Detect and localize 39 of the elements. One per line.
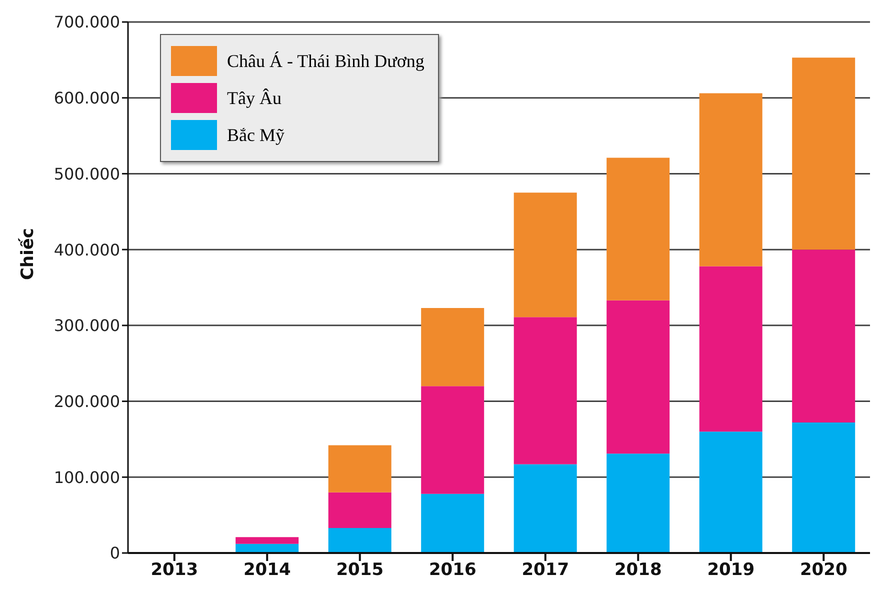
x-tick-label: 2013 [150,560,198,580]
y-tick-label: 100.000 [54,468,120,487]
bar [606,158,670,300]
bar [328,492,392,528]
bar [699,266,762,432]
y-tick-label: 600.000 [54,88,120,108]
bar [514,317,577,464]
bar [606,454,670,553]
bar [328,528,392,553]
bar [514,464,577,553]
x-tick-label: 2014 [243,560,291,580]
y-tick-label: 500.000 [54,164,120,184]
x-tick-label: 2020 [800,560,848,580]
x-tick-label: 2019 [707,560,755,580]
x-tick-label: 2017 [522,560,570,580]
bar [606,300,670,454]
bar [421,494,484,553]
bar [421,386,484,494]
legend-label: Châu Á - Thái Bình Dương [227,50,424,72]
bar [792,422,856,553]
y-tick-label: 0 [110,544,120,563]
bar [792,58,856,250]
bar [699,432,762,553]
bar [699,93,762,266]
bar [792,250,856,423]
x-tick-label: 2015 [336,560,384,580]
y-tick-label: 300.000 [54,316,120,336]
y-axis-title: Chiếc [17,226,39,282]
x-tick-label: 2016 [428,560,476,580]
bar [236,537,299,544]
bar [421,308,484,386]
y-tick-label: 700.000 [54,12,120,32]
bar [328,445,392,492]
x-tick-label: 2018 [614,560,662,580]
bar [514,192,577,318]
legend-label: Tây Âu [227,88,282,108]
y-tick-label: 400.000 [54,240,120,260]
legend-label: Bắc Mỹ [227,124,284,146]
y-tick-label: 200.000 [54,392,120,411]
